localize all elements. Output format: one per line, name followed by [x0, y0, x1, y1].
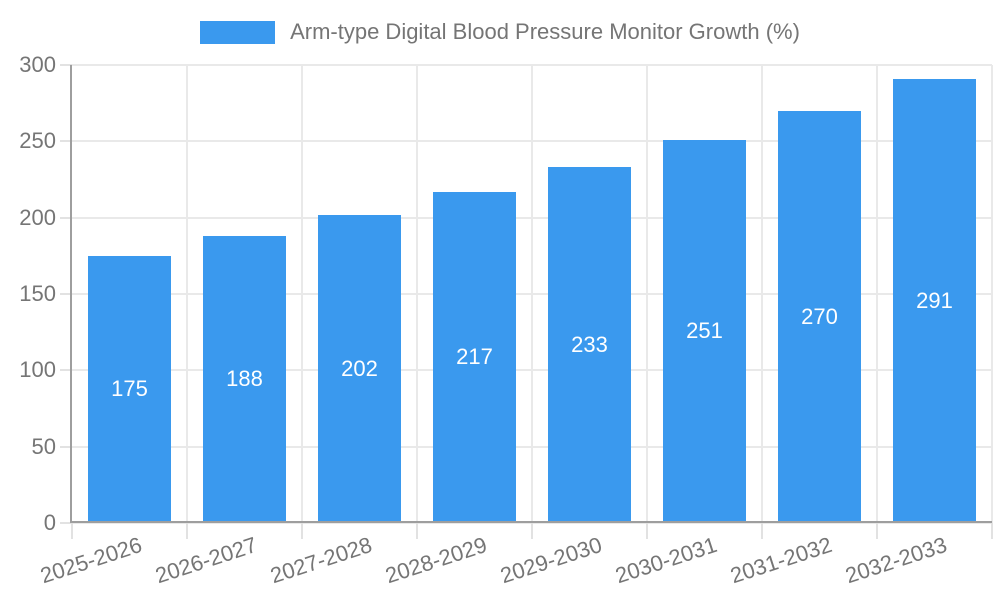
x-gridline	[991, 65, 993, 523]
bar-value-label: 270	[801, 303, 838, 329]
x-tick-label: 2031-2032	[727, 532, 836, 589]
bar-2032-2033	[893, 78, 976, 523]
y-tick-label: 150	[19, 281, 56, 306]
y-tick-mark	[60, 64, 72, 66]
x-tick-label: 2026-2027	[152, 532, 261, 589]
bar-2027-2028	[318, 214, 401, 523]
bar-2029-2030	[548, 167, 631, 523]
y-tick-label: 250	[19, 128, 56, 154]
x-tick-mark	[531, 523, 533, 539]
y-tick-label: 200	[19, 204, 56, 230]
bar-2031-2032	[778, 110, 861, 523]
x-gridline	[646, 65, 648, 523]
y-axis-line	[70, 65, 72, 523]
x-tick-mark	[646, 523, 648, 539]
bar-value-label: 202	[341, 355, 378, 381]
x-gridline	[416, 65, 418, 523]
legend-swatch-icon	[200, 20, 276, 44]
y-tick-mark	[60, 522, 72, 524]
x-tick-mark	[186, 523, 188, 539]
x-tick-label: 2030-2031	[612, 532, 721, 589]
x-gridline	[531, 65, 533, 523]
x-tick-mark	[71, 523, 73, 539]
y-tick-label: 50	[31, 433, 56, 459]
x-gridline	[761, 65, 763, 523]
x-tick-label: 2025-2026	[37, 532, 146, 589]
y-tick-mark	[60, 140, 72, 143]
bar-value-label: 291	[916, 287, 953, 313]
x-gridline	[301, 65, 303, 523]
x-tick-label: 2027-2028	[267, 532, 376, 589]
x-tick-label: 2028-2029	[382, 532, 491, 589]
chart-legend[interactable]: Arm-type Digital Blood Pressure Monitor …	[0, 14, 1000, 50]
y-tick-mark	[60, 369, 72, 372]
x-gridline	[876, 65, 878, 523]
plot-area: 175 188 202 217 233 251 270 291	[72, 64, 993, 524]
y-tick-mark	[60, 293, 72, 295]
x-tick-mark	[761, 523, 763, 539]
bar-2025-2026	[88, 255, 171, 523]
x-gridline	[186, 65, 188, 523]
y-tick-mark	[60, 445, 72, 448]
bar-value-label: 175	[111, 376, 148, 402]
x-tick-label: 2029-2030	[497, 532, 606, 589]
legend-label: Arm-type Digital Blood Pressure Monitor …	[290, 19, 800, 44]
y-tick-label: 100	[19, 357, 56, 383]
x-tick-mark	[876, 523, 878, 539]
bar-2028-2029	[433, 191, 516, 523]
bar-2030-2031	[663, 139, 746, 523]
x-tick-mark	[416, 523, 418, 539]
x-axis-line	[70, 521, 992, 523]
y-tick-label: 300	[19, 52, 56, 77]
y-tick-label: 0	[43, 510, 56, 535]
bar-value-label: 188	[226, 366, 263, 392]
bar-value-label: 233	[571, 332, 608, 358]
x-tick-label: 2032-2033	[842, 532, 951, 589]
bar-2026-2027	[203, 236, 286, 523]
x-tick-mark	[991, 523, 993, 539]
x-tick-mark	[301, 523, 303, 539]
y-tick-mark	[60, 216, 72, 219]
bar-value-label: 251	[686, 318, 723, 344]
bar-value-label: 217	[456, 344, 493, 370]
